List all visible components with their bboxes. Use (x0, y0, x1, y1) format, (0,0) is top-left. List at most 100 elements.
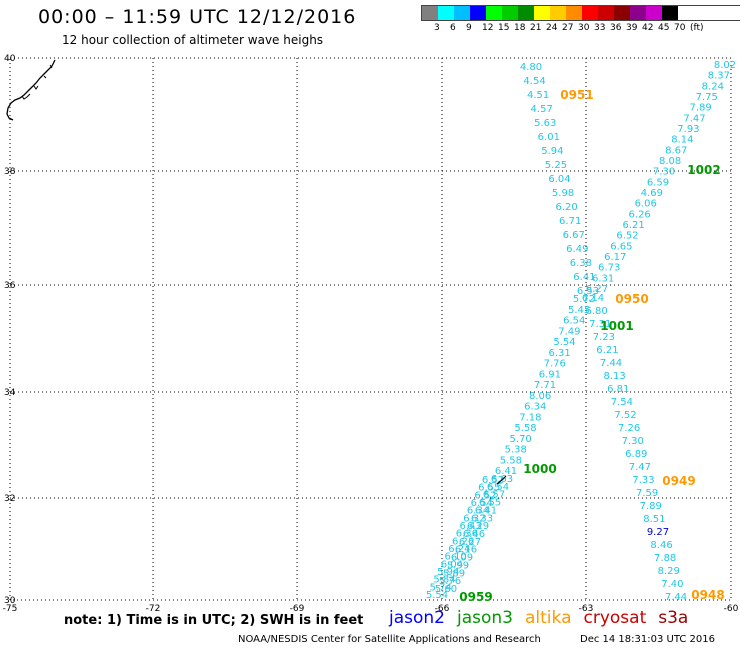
legend-swatch (502, 6, 518, 20)
swh-value: 6.14 (582, 293, 604, 304)
swh-value: 6.55 (479, 498, 501, 509)
legend-swatch (646, 6, 662, 20)
legend-swatch (454, 6, 470, 20)
swh-value: 6.54 (563, 316, 585, 327)
legend-swatch (598, 6, 614, 20)
swh-value: 6.16 (455, 545, 477, 556)
swh-value: 6.01 (538, 132, 560, 143)
map-title: 00:00 – 11:59 UTC 12/12/2016 (38, 6, 357, 28)
legend-label: (ft) (690, 23, 704, 33)
legend-swatch (566, 6, 582, 20)
swh-value: 7.47 (683, 113, 705, 124)
swh-value: 6.67 (563, 230, 585, 241)
swh-value: 6.52 (482, 475, 504, 486)
swh-value: 6.41 (573, 272, 595, 283)
legend-swatch (486, 6, 502, 20)
swh-value: 8.29 (658, 566, 680, 577)
swh-value: 7.71 (534, 380, 556, 391)
swh-value: 6.43 (459, 521, 481, 532)
swh-value: 7.33 (632, 475, 654, 486)
swh-value: 7.40 (661, 579, 683, 590)
swh-value: 6.81 (607, 384, 629, 395)
legend-label: 30 (578, 23, 590, 33)
swh-value: 7.49 (558, 326, 580, 337)
swh-value: 6.21 (622, 220, 644, 231)
swh-value: 6.33 (471, 513, 493, 524)
y-tick-label: 32 (4, 494, 15, 504)
swh-value: 5.74 (430, 582, 452, 593)
y-tick-label: 40 (4, 54, 16, 64)
swh-value: 6.41 (475, 505, 497, 516)
pass-time-label: 0959 (459, 590, 492, 604)
legend-label: 15 (498, 23, 510, 33)
y-tick-label: 36 (4, 281, 16, 291)
pass-time-label: 0951 (560, 88, 593, 102)
swh-value: 7.76 (544, 359, 566, 370)
swh-value: 5.70 (509, 434, 531, 445)
swh-value: 5.94 (541, 146, 563, 157)
coastline-path (6, 59, 56, 121)
swh-value: 6.73 (598, 263, 620, 274)
swh-value: 6.55 (478, 483, 500, 494)
swh-value: 6.34 (524, 402, 546, 413)
swh-value: 6.09 (451, 553, 473, 564)
legend-label: 70 (674, 23, 686, 33)
swh-value: 6.46 (463, 529, 485, 540)
pass-time-label: 0950 (615, 292, 648, 306)
x-tick-label: -75 (3, 604, 18, 612)
legend-color-bar (421, 5, 740, 21)
swh-value: 7.47 (629, 462, 651, 473)
swh-value: 6.29 (467, 521, 489, 532)
legend-label: 27 (562, 23, 574, 33)
swh-value: 6.32 (463, 513, 485, 524)
color-legend: 3 6 9 12 15 18 21 24 27 30 33 36 39 42 45 70 (ft) (421, 5, 740, 35)
swh-value: 8.02 (714, 60, 736, 71)
pass-time-label: 1000 (523, 462, 556, 476)
swh-value: 6.36 (456, 529, 478, 540)
swh-value: 7.23 (593, 332, 615, 343)
legend-label: 9 (466, 23, 472, 33)
pass-time-label: 1001 (600, 319, 633, 333)
swh-value: 5.72 (573, 294, 595, 305)
swh-value: 8.46 (650, 540, 672, 551)
swh-value: 7.89 (689, 103, 711, 114)
swh-value: 5.99 (447, 560, 469, 571)
swh-value: 8.51 (643, 514, 665, 525)
swh-value: 6.31 (548, 348, 570, 359)
swh-value: 6.52 (474, 490, 496, 501)
swh-value: 8.08 (659, 156, 681, 167)
swh-value: 8.67 (665, 145, 687, 156)
swh-value: 6.57 (483, 490, 505, 501)
coastline (6, 59, 56, 121)
swh-value: 5.58 (500, 455, 522, 466)
legend-label: 3 (434, 23, 440, 33)
satellite-name: altika (525, 608, 572, 628)
swh-value: 6.34 (467, 506, 489, 517)
legend-swatch (518, 6, 534, 20)
swh-value: 6.04 (441, 559, 463, 570)
swh-value: 6.21 (596, 345, 618, 356)
legend-swatch (582, 6, 598, 20)
swh-value: 7.31 (589, 319, 611, 330)
map-subtitle: 12 hour collection of altimeter wave hei… (62, 33, 324, 47)
pass-time-label: 0949 (662, 474, 695, 488)
legend-label: 18 (514, 23, 526, 33)
wave-height-map: 4.80 4.54 4.51 4.57 5.63 6.01 5.94 5.25 6.04 5.98… (3, 54, 739, 612)
satellite-name: s3a (658, 608, 689, 628)
legend-swatch (550, 6, 566, 20)
legend-swatch (470, 6, 486, 20)
swh-value: 5.58 (514, 423, 536, 434)
swh-value: 6.10 (445, 552, 467, 563)
swh-value: 5.54 (426, 590, 448, 601)
credit-text: NOAA/NESDIS Center for Satellite Applica… (238, 634, 541, 645)
legend-label: 33 (594, 23, 606, 33)
legend-label: 6 (450, 23, 456, 33)
legend-swatch (662, 6, 678, 20)
swh-value: 6.04 (548, 174, 570, 185)
lat-lon-grid (9, 57, 732, 601)
swh-value: 5.54 (553, 337, 575, 348)
swh-value: 6.06 (635, 199, 657, 210)
swh-value: 4.80 (520, 62, 542, 73)
swh-value: 7.52 (614, 410, 636, 421)
swh-value: 7.44 (600, 358, 622, 369)
